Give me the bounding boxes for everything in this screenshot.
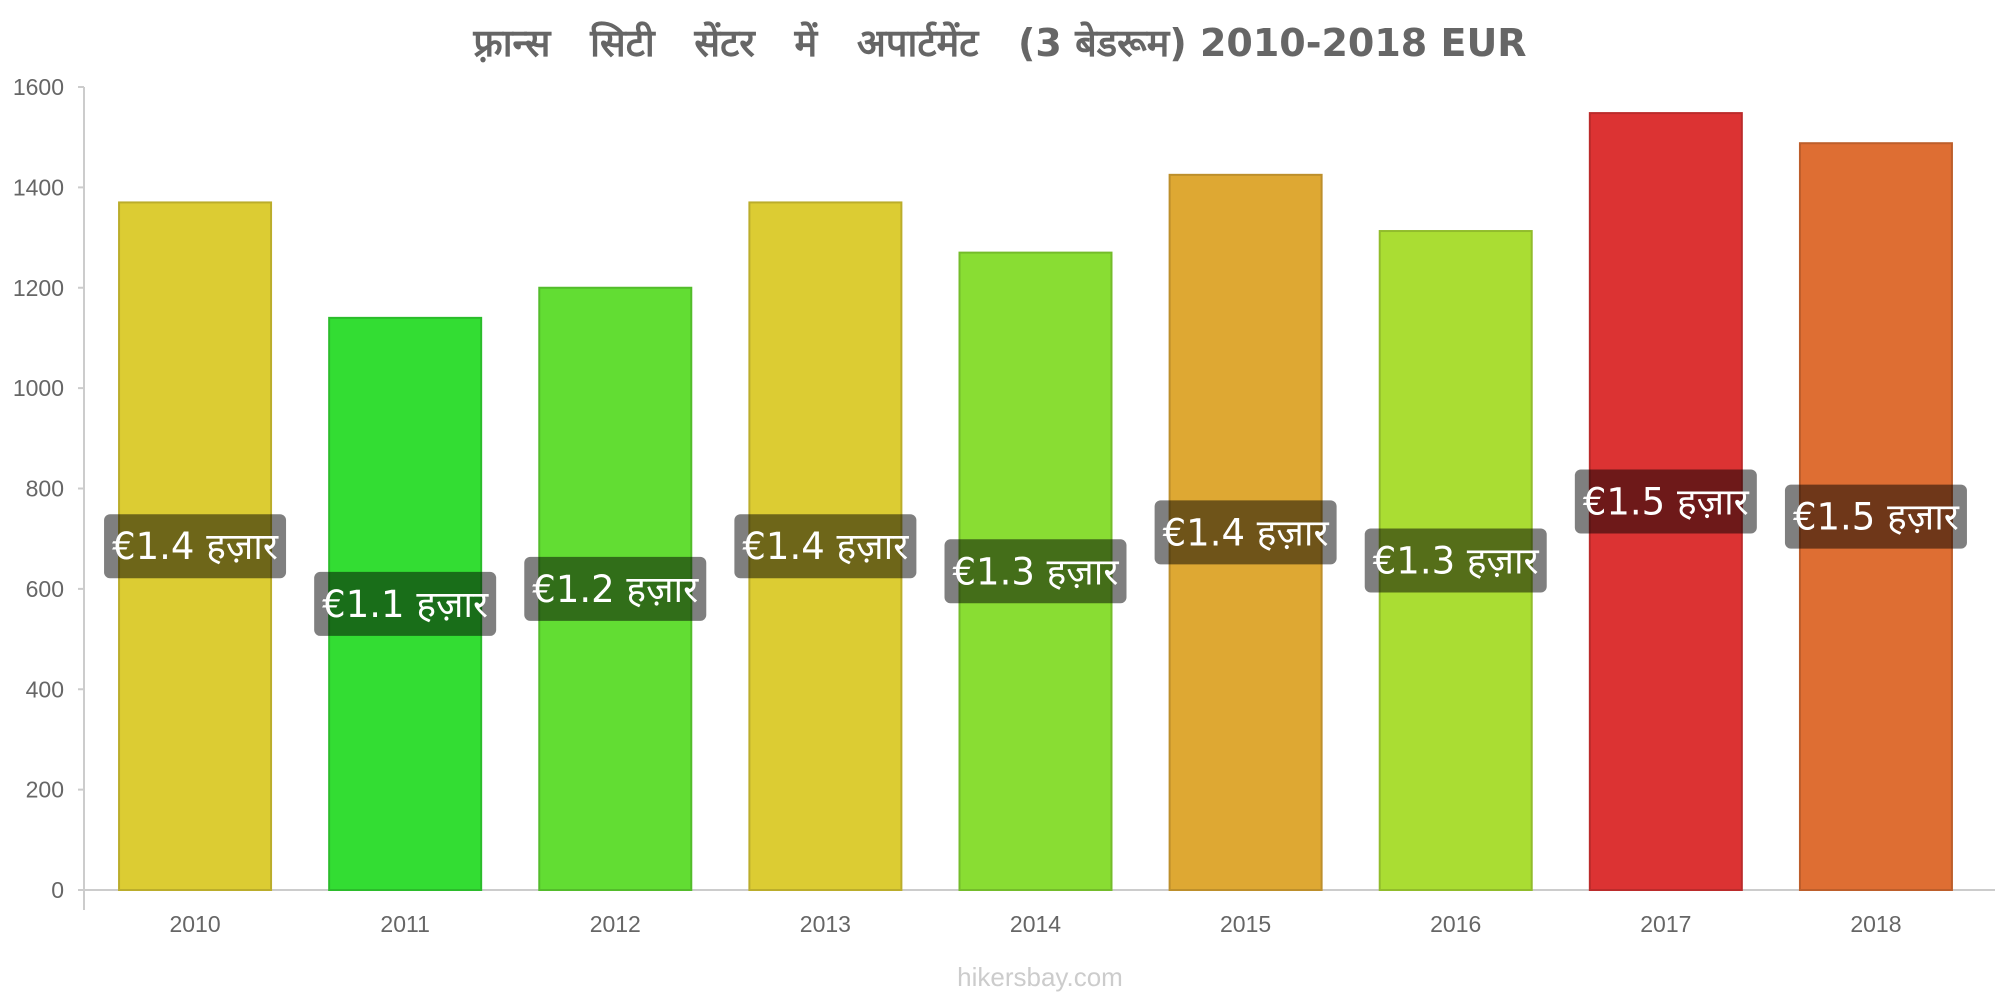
y-tick-label: 1000	[13, 375, 64, 401]
data-label: €1.3 हज़ार	[953, 550, 1120, 593]
data-label-box	[1574, 469, 1757, 534]
data-label-box	[1784, 484, 1967, 549]
data-label: €1.5 हज़ार	[1583, 481, 1750, 524]
y-tick-label: 400	[26, 676, 64, 702]
x-tick-label: 2013	[800, 911, 851, 937]
y-tick-label: 1600	[13, 74, 64, 100]
x-tick-label: 2011	[380, 911, 429, 937]
x-tick-label: 2010	[169, 911, 220, 937]
data-label: €1.1 हज़ार	[322, 583, 489, 626]
x-axis: 2010 2011 2012 2013 2014 2015 2016 2017 2018	[84, 889, 1995, 937]
data-label: €1.5 हज़ार	[1793, 496, 1960, 539]
data-label: €1.4 हज़ार	[1163, 511, 1330, 554]
data-label-box	[104, 514, 287, 579]
data-label: €1.3 हज़ार	[1373, 540, 1540, 583]
y-tick-label: 800	[26, 476, 64, 502]
data-label-box	[734, 514, 917, 579]
data-label: €1.4 हज़ार	[112, 525, 279, 568]
y-tick-label: 600	[26, 576, 64, 602]
x-tick-label: 2018	[1850, 911, 1901, 937]
x-tick-label: 2012	[590, 911, 641, 937]
y-tick-label: 200	[26, 777, 64, 803]
y-tick-label: 1200	[13, 275, 64, 301]
x-tick-label: 2016	[1430, 911, 1481, 937]
data-label-box	[944, 539, 1127, 604]
data-label: €1.2 हज़ार	[532, 568, 699, 611]
footer-credit: hikersbay.com	[957, 962, 1123, 992]
chart-title: फ़्रान्स सिटी सेंटर में अपार्टमेंट (3 बे…	[472, 21, 1526, 65]
y-tick-label: 0	[51, 877, 64, 903]
data-label-box	[314, 571, 497, 636]
y-tick-label: 1400	[13, 174, 64, 200]
data-label-box	[1364, 528, 1547, 593]
data-labels: €1.4 हज़ार €1.1 हज़ार €1.2 हज़ार €1.4 हज़ार…	[104, 469, 1967, 636]
x-tick-label: 2017	[1640, 911, 1691, 937]
x-tick-label: 2015	[1220, 911, 1271, 937]
data-label-box	[1154, 500, 1337, 565]
data-label: €1.4 हज़ार	[742, 525, 909, 568]
y-axis: 0 200 400 600 800 1000 1200 1400 1600	[13, 74, 85, 910]
x-tick-label: 2014	[1010, 911, 1061, 937]
data-label-box	[524, 556, 707, 621]
